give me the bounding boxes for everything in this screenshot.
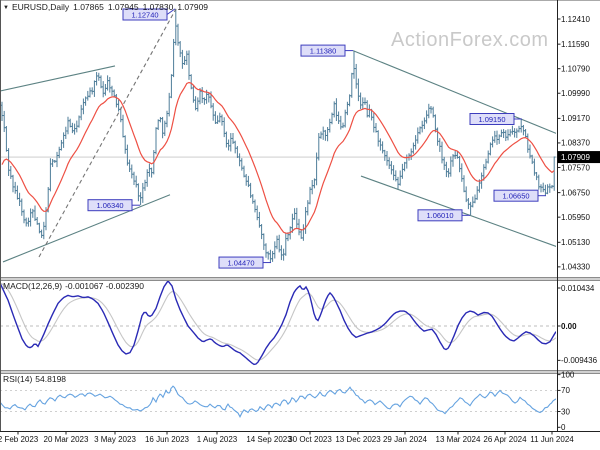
- svg-text:11 Jun 2024: 11 Jun 2024: [530, 435, 574, 444]
- svg-text:0: 0: [561, 423, 566, 432]
- channel-trendline: [352, 50, 556, 134]
- rsi-indicator-name: RSI(14): [3, 374, 33, 384]
- ohlc-low-value: 1.07830: [142, 2, 174, 12]
- svg-text:100: 100: [561, 370, 575, 379]
- price-axis-labels: 1.12410 1.11590 1.10790 1.09990 1.09170 1.083…: [557, 15, 598, 432]
- svg-text:70: 70: [561, 386, 570, 395]
- svg-text:1.12410: 1.12410: [561, 15, 590, 24]
- price-marker-labels: 1.12740 1.11380 1.09150 1.06650 1.06010 1.063…: [87, 8, 546, 269]
- svg-text:13 Mar 2024: 13 Mar 2024: [436, 435, 481, 444]
- svg-text:1.05130: 1.05130: [561, 238, 590, 247]
- price-marker-text: 1.06650: [502, 191, 529, 200]
- svg-text:30: 30: [561, 407, 570, 416]
- macd-indicator-values: -0.001067 -0.002390: [65, 281, 144, 291]
- chart-title-bar: ▼ EURUSD,Daily 1.07865 1.07945 1.07830 1.0790…: [3, 2, 208, 12]
- panel-separator: [0, 370, 600, 374]
- price-marker-box: [87, 199, 133, 212]
- rsi-title: RSI(14) 54.8198: [3, 374, 69, 384]
- ohlc-open-value: 1.07865: [73, 2, 104, 12]
- svg-text:13 Dec 2023: 13 Dec 2023: [335, 435, 381, 444]
- svg-text:2 Feb 2023: 2 Feb 2023: [0, 435, 39, 444]
- symbol-timeframe-label: EURUSD,Daily: [11, 2, 70, 12]
- panel-separator: [0, 277, 600, 281]
- svg-text:1.11590: 1.11590: [561, 40, 590, 49]
- channel-trendline: [1, 65, 116, 92]
- rsi-indicator-value: 54.8198: [35, 374, 67, 384]
- svg-text:1.09990: 1.09990: [561, 89, 590, 98]
- price-marker-text: 1.04470: [227, 258, 254, 267]
- svg-text:3 May 2023: 3 May 2023: [94, 435, 136, 444]
- price-marker-box: [469, 113, 515, 125]
- svg-text:0.00: 0.00: [561, 322, 577, 331]
- macd-signal-line: [1, 282, 556, 361]
- macd-indicator-name: MACD(12,26,9): [3, 281, 63, 291]
- price-marker-text: 1.06010: [426, 211, 453, 220]
- svg-text:1.04330: 1.04330: [561, 263, 590, 272]
- svg-text:14 Sep 2023: 14 Sep 2023: [246, 435, 292, 444]
- svg-text:1.07570: 1.07570: [561, 163, 590, 172]
- date-axis-labels: 2 Feb 2023 20 Mar 2023 3 May 2023 16 Jun 20…: [0, 431, 574, 444]
- svg-text:0.010434: 0.010434: [561, 284, 595, 293]
- svg-text:20 Mar 2023: 20 Mar 2023: [44, 435, 89, 444]
- svg-text:1.10790: 1.10790: [561, 64, 590, 73]
- svg-text:1 Aug 2023: 1 Aug 2023: [197, 435, 238, 444]
- svg-text:30 Oct 2023: 30 Oct 2023: [288, 435, 332, 444]
- rsi-line: [1, 385, 556, 419]
- svg-text:16 Jun 2023: 16 Jun 2023: [145, 435, 190, 444]
- macd-title: MACD(12,26,9) -0.001067 -0.002390: [3, 281, 147, 291]
- channel-trendline: [2, 194, 171, 263]
- price-marker-text: 1.09150: [478, 115, 505, 124]
- price-marker-text: 1.12740: [131, 10, 158, 19]
- macd-line: [1, 281, 556, 366]
- svg-text:1.06750: 1.06750: [561, 188, 590, 197]
- price-marker-box: [218, 256, 264, 269]
- price-marker-box: [300, 44, 346, 57]
- price-marker-box: [417, 209, 463, 222]
- current-price-text: 1.07909: [561, 153, 590, 162]
- svg-text:1.05950: 1.05950: [561, 213, 590, 222]
- svg-text:26 Apr 2024: 26 Apr 2024: [483, 435, 527, 444]
- svg-text:29 Jan 2024: 29 Jan 2024: [383, 435, 428, 444]
- price-marker-text: 1.06340: [96, 201, 123, 210]
- svg-text:1.08370: 1.08370: [561, 139, 590, 148]
- ohlc-close-value: 1.07909: [177, 2, 209, 12]
- collapse-triangle-icon[interactable]: ▼: [3, 5, 9, 11]
- watermark: ActionForex.com: [391, 29, 549, 51]
- ohlc-high-value: 1.07945: [107, 2, 139, 12]
- dashed-trendline: [38, 8, 177, 258]
- current-price-box: [557, 151, 600, 164]
- price-marker-box: [122, 8, 168, 21]
- moving-average-line: [1, 81, 555, 234]
- svg-text:1.09170: 1.09170: [561, 114, 590, 123]
- price-marker-text: 1.11380: [310, 46, 337, 55]
- svg-text:-0.009436: -0.009436: [561, 356, 598, 365]
- price-marker-box: [493, 189, 539, 202]
